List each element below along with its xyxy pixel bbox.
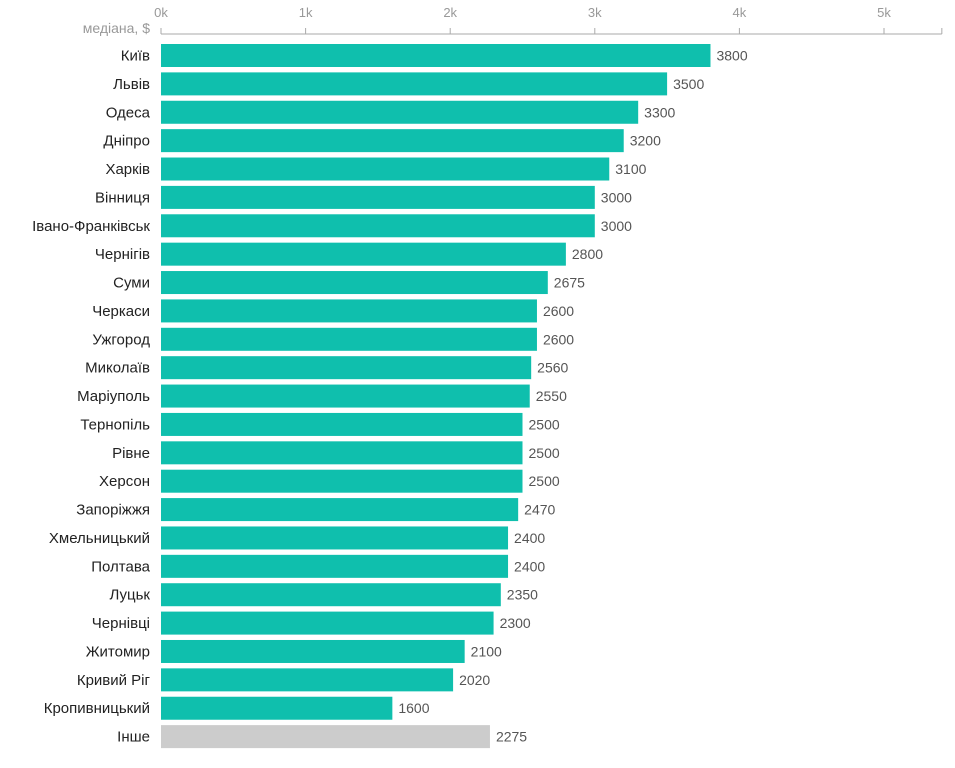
category-label: Маріуполь: [77, 388, 150, 405]
value-label: 2100: [471, 643, 502, 659]
value-label: 2300: [500, 615, 531, 631]
bar: [161, 157, 610, 181]
bar: [161, 271, 548, 295]
value-label: 1600: [398, 700, 429, 716]
bar: [161, 412, 523, 436]
bar: [161, 356, 532, 380]
bar: [161, 185, 595, 209]
bar: [161, 327, 537, 351]
category-label: Інше: [117, 729, 150, 746]
category-label: Ужгород: [92, 331, 150, 348]
category-label: Суми: [113, 275, 150, 292]
category-label: Кропивницький: [44, 700, 150, 717]
category-label: Львів: [113, 76, 150, 93]
category-label: Харків: [105, 161, 150, 178]
value-label: 2600: [543, 331, 574, 347]
value-label: 3800: [716, 48, 747, 64]
bar: [161, 242, 566, 266]
value-label: 2275: [496, 729, 527, 745]
bar: [161, 384, 530, 408]
category-label: Житомир: [86, 643, 150, 660]
x-tick-label: 0k: [154, 5, 168, 20]
category-label: Київ: [121, 48, 150, 65]
bars: Київ 3800 Львів 3500 Одеса 3300 Дніпро 3200 Харк…: [32, 44, 748, 749]
category-label: Хмельницький: [49, 530, 150, 547]
bar: [161, 611, 494, 635]
value-label: 3000: [601, 189, 632, 205]
value-label: 2500: [529, 416, 560, 432]
category-label: Дніпро: [103, 133, 150, 150]
value-label: 2350: [507, 587, 538, 603]
category-label: Полтава: [91, 558, 150, 575]
axis-unit-label: медіана, $: [83, 20, 150, 36]
bar: [161, 441, 523, 465]
x-axis: 0k 1k 2k 3k 4k 5k: [154, 5, 943, 35]
bar: [161, 498, 519, 522]
x-tick-label: 5k: [877, 5, 891, 20]
x-tick-label: 1k: [299, 5, 313, 20]
category-label: Запоріжжя: [76, 502, 150, 519]
bar: [161, 639, 465, 663]
value-label: 2600: [543, 303, 574, 319]
category-label: Одеса: [106, 104, 151, 121]
category-label: Миколаїв: [85, 360, 150, 377]
category-label: Рівне: [112, 445, 150, 462]
bar: [161, 214, 595, 238]
bar: [161, 725, 490, 749]
bar: [161, 469, 523, 493]
bar: [161, 44, 711, 67]
category-label: Херсон: [99, 473, 150, 490]
bar: [161, 554, 509, 578]
bar: [161, 129, 624, 153]
value-label: 2560: [537, 360, 568, 376]
value-label: 2675: [554, 275, 585, 291]
bar: [161, 72, 668, 96]
category-label: Чернігів: [95, 246, 150, 263]
value-label: 2400: [514, 558, 545, 574]
value-label: 2500: [529, 445, 560, 461]
x-tick-label: 2k: [443, 5, 457, 20]
value-label: 3500: [673, 76, 704, 92]
x-tick-label: 4k: [733, 5, 747, 20]
value-label: 2800: [572, 246, 603, 262]
value-label: 2550: [536, 388, 567, 404]
category-label: Черкаси: [92, 303, 150, 320]
bar: [161, 668, 454, 692]
category-label: Кривий Ріг: [77, 672, 151, 689]
category-label: Чернівці: [92, 615, 150, 632]
value-label: 2400: [514, 530, 545, 546]
value-label: 3300: [644, 104, 675, 120]
bar: [161, 526, 509, 550]
category-label: Вінниця: [95, 189, 150, 206]
value-label: 2020: [459, 672, 490, 688]
bar: [161, 100, 639, 124]
category-label: Тернопіль: [80, 416, 150, 433]
value-label: 2470: [524, 502, 555, 518]
bar: [161, 299, 537, 323]
value-label: 3100: [615, 161, 646, 177]
category-label: Луцьк: [110, 587, 151, 604]
category-label: Івано-Франківськ: [32, 218, 150, 235]
x-tick-label: 3k: [588, 5, 602, 20]
value-label: 3200: [630, 133, 661, 149]
value-label: 3000: [601, 218, 632, 234]
bar: [161, 583, 501, 607]
bar: [161, 696, 393, 720]
value-label: 2500: [529, 473, 560, 489]
